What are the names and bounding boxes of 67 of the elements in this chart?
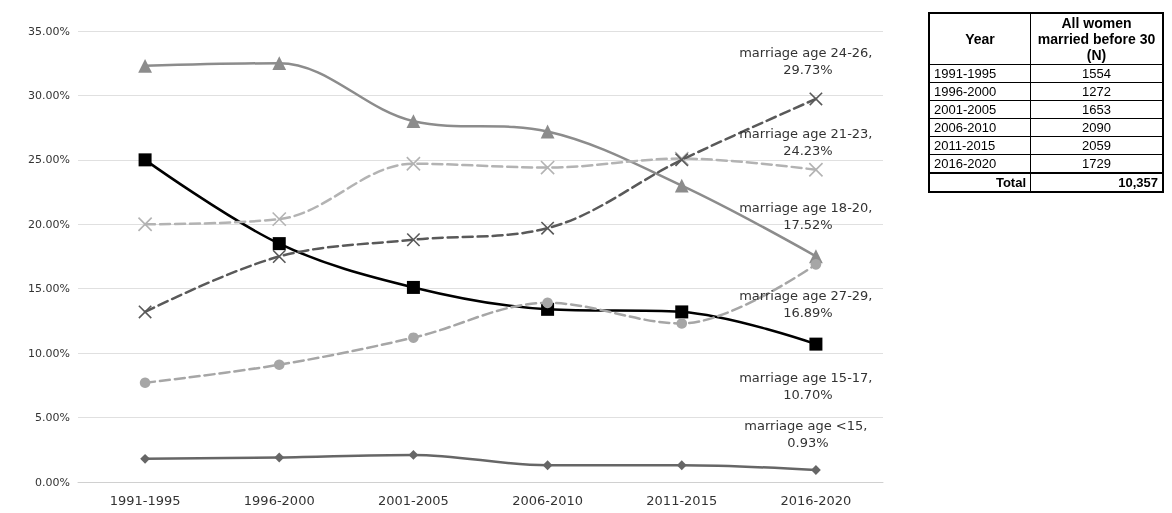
point — [138, 304, 153, 319]
y-tick-label: 0.00% — [35, 475, 70, 489]
x-tick-label: 1991-1995 — [109, 493, 181, 508]
x-tick-label: 2006-2010 — [512, 493, 584, 508]
point — [272, 56, 287, 71]
point — [676, 460, 687, 471]
point — [406, 280, 420, 294]
point — [808, 91, 823, 106]
point — [406, 114, 421, 129]
category-label: 2001-2005 — [929, 100, 1031, 119]
text: Total — [929, 173, 1031, 192]
x-tick-label: 2011-2015 — [646, 493, 718, 508]
text: All women married before 30 (N) — [1030, 13, 1163, 65]
annotation: marriage age 18-20, 17.52% — [739, 200, 877, 233]
annotation: marriage age 24-26, 29.73% — [739, 44, 877, 77]
category-label: 1996-2000 — [929, 82, 1031, 101]
point — [540, 160, 555, 175]
point — [274, 452, 285, 463]
point — [273, 359, 285, 371]
y-tick-label: 20.00% — [28, 217, 70, 231]
point — [676, 318, 688, 329]
point — [674, 178, 689, 193]
data-label: 1272 — [1030, 82, 1163, 101]
point — [272, 237, 286, 251]
point — [138, 153, 152, 167]
x-tick-label: 2001-2005 — [377, 493, 449, 508]
point — [406, 156, 421, 172]
data-label: 2059 — [1030, 136, 1163, 155]
point — [272, 249, 287, 264]
point — [809, 337, 823, 351]
point — [810, 259, 822, 270]
text: 10,357 — [1118, 175, 1158, 190]
x-tick-label: 2016-2020 — [780, 493, 852, 508]
point — [140, 453, 150, 464]
point — [808, 162, 824, 178]
annotation: marriage age 27-29, 16.89% — [739, 288, 877, 321]
data-label: 1554 — [1030, 64, 1163, 83]
y-tick-label: 35.00% — [28, 24, 70, 38]
data-label: 1653 — [1030, 100, 1163, 119]
annotation: marriage age 21-23, 24.23% — [739, 125, 877, 158]
point — [137, 216, 153, 232]
point — [540, 124, 555, 139]
point — [540, 221, 555, 236]
point — [542, 460, 553, 471]
point — [139, 377, 151, 389]
data-label: 1729 — [1030, 154, 1163, 173]
category-label: 2011-2015 — [929, 136, 1031, 155]
x-tick-label: 1996-2000 — [243, 493, 315, 508]
y-tick-label: 5.00% — [35, 411, 70, 425]
annotation: marriage age <15, 0.93% — [744, 418, 872, 451]
category-label: 2016-2020 — [929, 154, 1031, 173]
category-label: 2006-2010 — [929, 118, 1031, 137]
point — [675, 305, 689, 319]
point — [138, 58, 152, 73]
point — [408, 450, 419, 460]
y-tick-label: 15.00% — [28, 282, 70, 296]
point — [542, 297, 553, 309]
y-tick-label: 30.00% — [28, 88, 70, 102]
category-label: 1991-1995 — [929, 64, 1031, 83]
point — [271, 211, 287, 227]
data-label: 2090 — [1030, 118, 1163, 137]
y-tick-label: 25.00% — [28, 153, 70, 167]
point — [406, 232, 421, 247]
annotation: marriage age 15-17, 10.70% — [739, 370, 877, 403]
point — [408, 332, 419, 343]
y-tick-label: 10.00% — [28, 346, 70, 360]
text: Year — [929, 13, 1031, 65]
